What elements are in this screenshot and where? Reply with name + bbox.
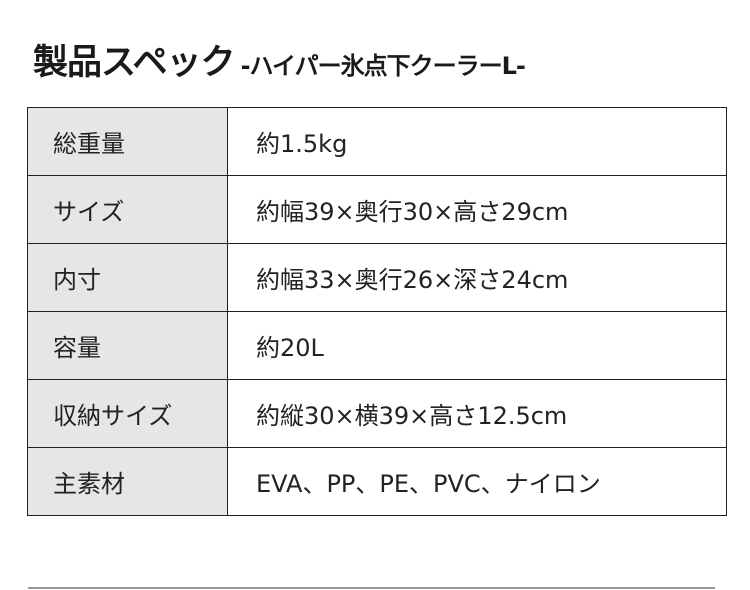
table-row: サイズ 約幅39×奥行30×高さ29cm <box>27 175 727 244</box>
spec-label: 総重量 <box>27 107 228 176</box>
spec-label: 主素材 <box>27 447 228 516</box>
spec-value: 約幅39×奥行30×高さ29cm <box>227 175 727 244</box>
title-subtitle: -ハイパー氷点下クーラーL- <box>240 52 526 80</box>
spec-label: サイズ <box>27 175 228 244</box>
divider <box>28 587 715 589</box>
spec-value: 約20L <box>227 311 727 380</box>
spec-value: 約幅33×奥行26×深さ24cm <box>227 243 727 312</box>
title-main: 製品スペック <box>33 43 236 83</box>
spec-label: 収納サイズ <box>27 379 228 448</box>
table-row: 収納サイズ 約縦30×横39×高さ12.5cm <box>27 379 727 448</box>
spec-value: EVA、PP、PE、PVC、ナイロン <box>227 447 727 516</box>
page-title: 製品スペック -ハイパー氷点下クーラーL- <box>33 34 526 85</box>
spec-table: 総重量 約1.5kg サイズ 約幅39×奥行30×高さ29cm 内寸 約幅33×奥行2… <box>27 107 727 516</box>
spec-label: 容量 <box>27 311 228 380</box>
table-row: 総重量 約1.5kg <box>27 107 727 176</box>
spec-value: 約1.5kg <box>227 107 727 176</box>
table-row: 主素材 EVA、PP、PE、PVC、ナイロン <box>27 447 727 516</box>
table-row: 容量 約20L <box>27 311 727 380</box>
spec-label: 内寸 <box>27 243 228 312</box>
table-row: 内寸 約幅33×奥行26×深さ24cm <box>27 243 727 312</box>
spec-value: 約縦30×横39×高さ12.5cm <box>227 379 727 448</box>
